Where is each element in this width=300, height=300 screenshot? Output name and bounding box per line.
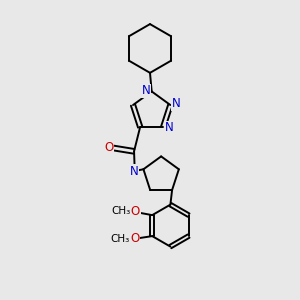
Text: CH₃: CH₃ <box>112 206 131 216</box>
Text: O: O <box>131 205 140 218</box>
Text: N: N <box>165 121 173 134</box>
Text: N: N <box>130 165 138 178</box>
Text: O: O <box>104 141 114 154</box>
Text: CH₃: CH₃ <box>111 234 130 244</box>
Text: O: O <box>130 232 139 245</box>
Text: N: N <box>142 84 151 97</box>
Text: N: N <box>172 97 181 110</box>
